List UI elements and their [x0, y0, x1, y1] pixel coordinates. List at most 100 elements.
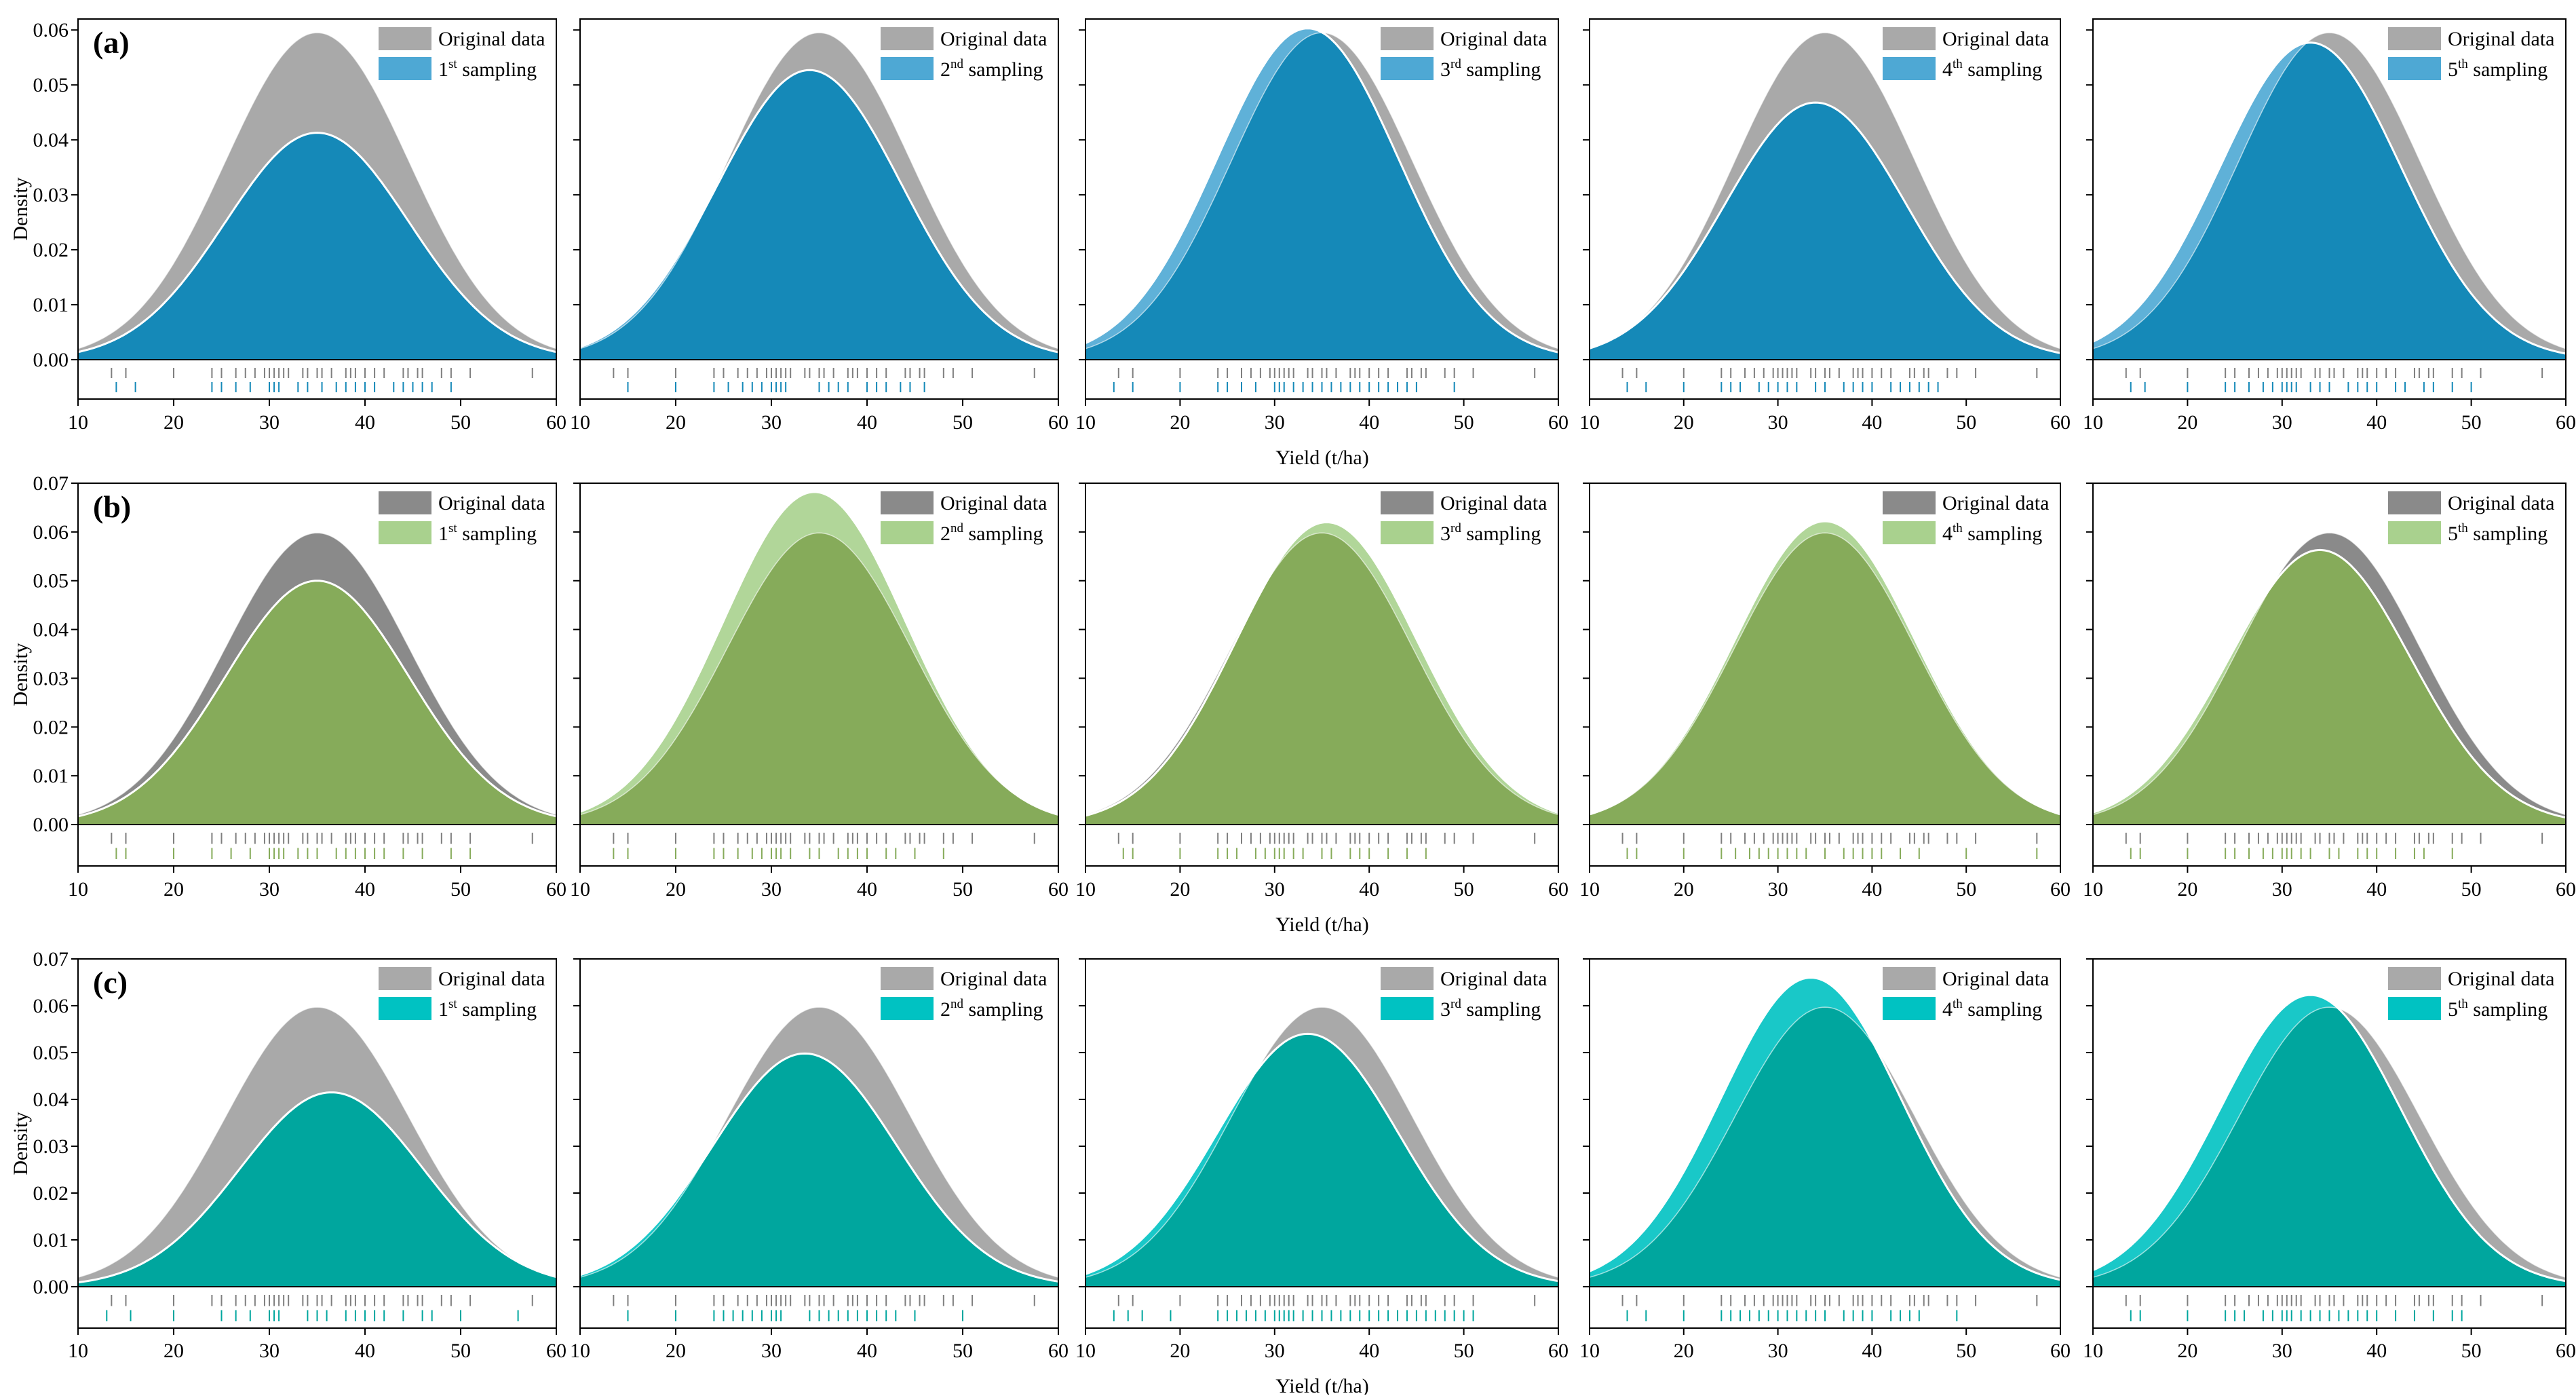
- legend-ordinal: 4: [1942, 998, 1953, 1021]
- legend-label-original: Original data: [2448, 28, 2554, 50]
- x-tick-label: 30: [761, 1340, 782, 1362]
- x-tick-label: 50: [1956, 878, 1976, 901]
- x-tick-label: 50: [1454, 411, 1474, 434]
- legend-sampling-word: sampling: [1963, 998, 2043, 1021]
- y-tick-label: 0.04: [33, 129, 69, 151]
- y-tick-label: 0.03: [33, 184, 69, 206]
- y-tick-label: 0.00: [33, 814, 69, 836]
- x-tick-label: 60: [1048, 1340, 1069, 1362]
- x-tick-label: 20: [2177, 1340, 2197, 1362]
- x-tick-label: 30: [2272, 1340, 2292, 1362]
- original-density-outline: [580, 1006, 1058, 1278]
- subplot-frame: [1085, 483, 1559, 867]
- legend-ordinal: 4: [1942, 523, 1953, 545]
- legend-swatch-original: [379, 491, 431, 514]
- x-tick-label: 20: [1170, 411, 1190, 434]
- legend-label-original: Original data: [1440, 28, 1547, 50]
- subplot: 10 20 30 40 50 60 Original data 5th sampling: [2083, 483, 2576, 901]
- legend: Original data 4th sampling: [1883, 491, 2049, 545]
- subplot-frame: [1085, 958, 1559, 1329]
- legend-swatch-original: [1381, 491, 1434, 514]
- legend-swatch-sampling: [379, 57, 431, 80]
- overlap-density-area: [2093, 550, 2566, 825]
- overlap-density-area: [580, 533, 1058, 825]
- original-density-outline: [78, 1006, 556, 1278]
- subplot: 10 20 30 40 50 60 Original data 3rd sampling: [1075, 958, 1569, 1362]
- y-tick-label: 0.01: [33, 294, 69, 316]
- y-tick-label: 0.05: [33, 1042, 69, 1064]
- x-tick-label: 40: [1862, 878, 1882, 901]
- x-tick-label: 40: [355, 1340, 375, 1362]
- sampling-density-outline: [1085, 1032, 1558, 1283]
- legend: Original data 3rd sampling: [1381, 491, 1547, 545]
- legend-ordinal: 1: [438, 58, 448, 81]
- legend-swatch-original: [1883, 27, 1936, 50]
- y-axis-title: Density: [9, 643, 32, 706]
- subplot: 10 20 30 40 50 60 0.00 0.01 0.02 0.03 0.04 0.05 0.06…: [33, 948, 567, 1362]
- x-tick-label: 60: [2556, 411, 2576, 434]
- y-tick-label: 0.06: [33, 995, 69, 1017]
- x-tick-label: 10: [2083, 411, 2103, 434]
- y-tick-label: 0.05: [33, 74, 69, 96]
- density-areas: [2093, 32, 2566, 360]
- overlap-density-area: [1590, 102, 2060, 360]
- x-tick-label: 60: [1048, 878, 1069, 901]
- overlap-density-area: [580, 70, 1058, 360]
- legend: Original data 2nd sampling: [881, 967, 1047, 1021]
- x-tick-label: 40: [1862, 411, 1882, 434]
- x-tick-label: 60: [1548, 878, 1569, 901]
- subplot-frame: [77, 18, 557, 400]
- legend-label-original: Original data: [1942, 968, 2049, 990]
- x-tick-label: 30: [1768, 1340, 1788, 1362]
- density-areas: [580, 1006, 1058, 1287]
- legend-ordinal-suffix: th: [1953, 521, 1963, 535]
- x-tick-label: 30: [1768, 411, 1788, 434]
- legend-sampling-word: sampling: [2468, 58, 2548, 81]
- legend-ordinal-suffix: th: [1953, 997, 1963, 1011]
- x-tick-label: 50: [1956, 1340, 1976, 1362]
- subplot: 10 20 30 40 50 60 Original data 5th sampling: [2083, 958, 2576, 1362]
- legend-label-sampling: 1st sampling: [438, 521, 537, 545]
- legend-label-sampling: 1st sampling: [438, 997, 537, 1021]
- legend-label-original: Original data: [1942, 492, 2049, 514]
- density-areas: [1085, 27, 1558, 360]
- legend-swatch-sampling: [2388, 57, 2441, 80]
- density-areas: [2093, 994, 2566, 1287]
- original-density-outline: [1085, 1006, 1558, 1278]
- legend: Original data 5th sampling: [2388, 491, 2554, 545]
- legend-sampling-word: sampling: [1963, 58, 2043, 81]
- legend-ordinal: 3: [1440, 58, 1450, 81]
- x-tick-label: 50: [2461, 411, 2482, 434]
- legend-ordinal-suffix: th: [2458, 521, 2468, 535]
- overlap-density-area: [1590, 533, 2060, 825]
- legend-swatch-original: [1381, 27, 1434, 50]
- legend: Original data 4th sampling: [1883, 27, 2049, 81]
- subplot: 10 20 30 40 50 60 Original data 4th sampling: [1579, 18, 2071, 434]
- subplot-frame: [1589, 18, 2061, 400]
- original-density-outline: [1590, 32, 2060, 350]
- legend-swatch-sampling: [1883, 521, 1936, 544]
- subplot-frame: [77, 958, 557, 1329]
- legend-swatch-original: [1883, 967, 1936, 990]
- y-axis-title: Density: [9, 1112, 32, 1175]
- legend-label-sampling: 5th sampling: [2448, 521, 2548, 545]
- overlap-density-area: [2093, 42, 2566, 360]
- x-tick-label: 30: [1265, 1340, 1285, 1362]
- legend-ordinal-suffix: th: [2458, 57, 2468, 71]
- x-tick-label: 30: [259, 878, 280, 901]
- subplot: 10 20 30 40 50 60 Original data 4th sampling: [1579, 483, 2071, 901]
- legend-ordinal: 2: [940, 998, 950, 1021]
- x-tick-label: 60: [546, 878, 566, 901]
- legend-label-original: Original data: [1440, 968, 1547, 990]
- x-tick-label: 10: [1579, 878, 1600, 901]
- x-tick-label: 40: [1359, 878, 1379, 901]
- density-areas: [580, 491, 1058, 825]
- panel-label: (a): [93, 25, 130, 60]
- original-density-outline: [580, 532, 1058, 816]
- original-density-outline: [2093, 32, 2566, 350]
- y-tick-label: 0.04: [33, 619, 69, 641]
- overlap-density-area: [78, 1092, 556, 1287]
- legend-ordinal: 3: [1440, 523, 1450, 545]
- sampling-density-outline: [1085, 521, 1558, 817]
- legend-label-sampling: 2nd sampling: [940, 521, 1043, 545]
